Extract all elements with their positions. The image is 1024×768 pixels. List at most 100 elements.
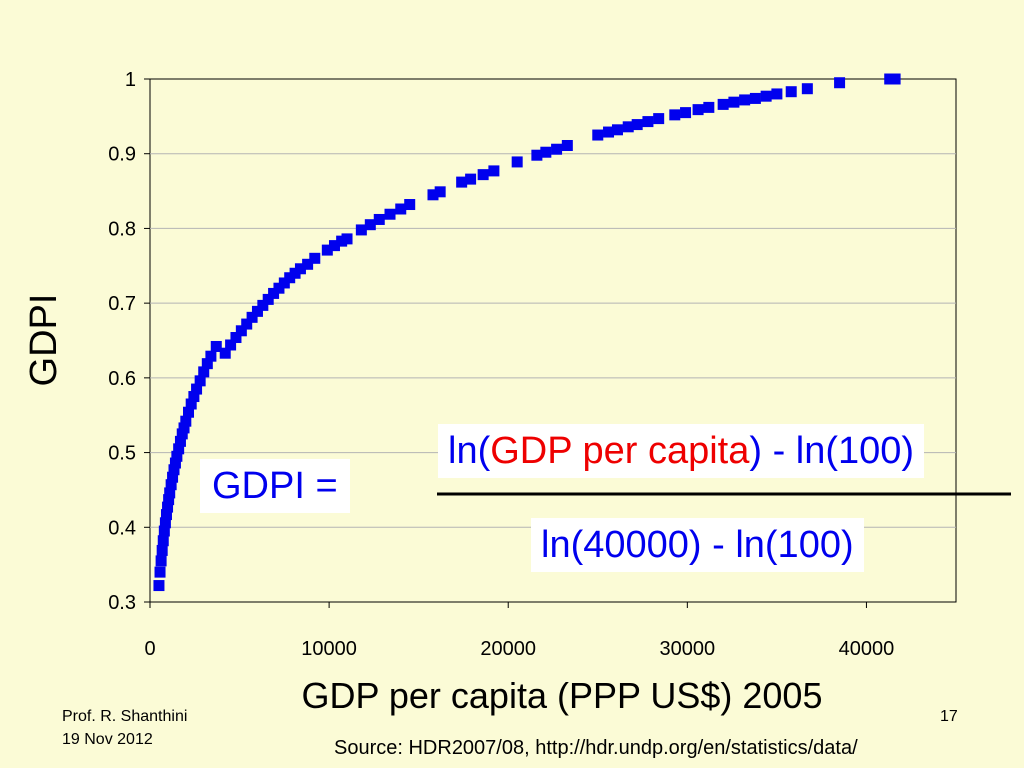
numerator-var-per-capita: per capita xyxy=(582,430,750,472)
data-point xyxy=(158,525,170,537)
data-point xyxy=(642,116,654,128)
data-point xyxy=(801,83,813,95)
data-point xyxy=(488,165,500,177)
data-point xyxy=(251,305,263,317)
data-point xyxy=(162,501,174,513)
numerator-close: ) - ln(100) xyxy=(749,430,915,472)
data-point xyxy=(395,203,407,215)
numerator-open: ln( xyxy=(448,430,491,472)
data-point xyxy=(210,340,222,352)
x-axis-title: GDP per capita (PPP US$) 2005 xyxy=(302,675,823,716)
data-point xyxy=(230,332,242,344)
data-point xyxy=(456,176,468,188)
data-point xyxy=(551,143,563,155)
formula-numerator: ln(GDP per capita) - ln(100) xyxy=(438,424,925,478)
data-point xyxy=(404,199,416,211)
data-point xyxy=(183,406,195,418)
y-tick-label: 1 xyxy=(125,69,136,91)
data-point xyxy=(225,339,237,351)
data-point xyxy=(373,213,385,225)
data-point xyxy=(173,443,185,455)
x-tick-label: 10000 xyxy=(301,638,357,660)
plot-area xyxy=(149,78,957,603)
data-point xyxy=(241,318,253,330)
data-point xyxy=(653,113,665,125)
data-point xyxy=(355,224,367,236)
data-point xyxy=(728,96,740,108)
data-point xyxy=(174,435,186,447)
data-point xyxy=(160,509,172,521)
data-points xyxy=(153,73,901,592)
data-point xyxy=(622,121,634,133)
data-point xyxy=(592,129,604,141)
data-point xyxy=(171,450,183,462)
data-point xyxy=(631,119,643,131)
data-point xyxy=(511,156,523,168)
data-point xyxy=(540,146,552,158)
data-point xyxy=(739,94,751,106)
data-point xyxy=(427,189,439,201)
data-point xyxy=(477,169,489,181)
data-point xyxy=(889,73,901,85)
y-tick-label: 0.9 xyxy=(108,144,136,166)
data-point xyxy=(167,471,179,483)
data-point xyxy=(168,464,180,476)
data-point xyxy=(328,240,340,252)
footer-date: 19 Nov 2012 xyxy=(62,731,153,748)
data-point xyxy=(717,98,729,110)
data-point xyxy=(384,208,396,220)
source-note: Source: HDR2007/08, http://hdr.undp.org/… xyxy=(334,737,858,759)
page-number: 17 xyxy=(940,708,958,725)
x-tick-label: 30000 xyxy=(660,638,716,660)
data-point xyxy=(219,347,231,359)
data-point xyxy=(302,258,314,270)
data-point xyxy=(531,149,543,161)
data-point xyxy=(364,219,376,231)
data-point xyxy=(194,375,206,387)
data-point xyxy=(165,479,177,491)
data-point xyxy=(749,92,761,104)
data-point xyxy=(834,77,846,89)
data-point xyxy=(191,383,203,395)
data-point xyxy=(257,299,269,311)
data-point xyxy=(321,244,333,256)
data-point xyxy=(309,252,321,264)
data-point xyxy=(163,494,175,506)
axes: 0.3 0.4 0.5 0.6 0.7 0.8 0.9 1 0 10000 20000 30000 40… xyxy=(108,69,894,660)
data-point xyxy=(771,88,783,100)
y-tick-label: 0.3 xyxy=(108,592,136,614)
x-tick-label: 20000 xyxy=(480,638,536,660)
data-point xyxy=(669,109,681,121)
data-point xyxy=(760,90,772,102)
formula-denominator: ln(40000) - ln(100) xyxy=(531,518,864,572)
data-point xyxy=(465,173,477,185)
y-tick-label: 0.6 xyxy=(108,368,136,390)
data-point xyxy=(159,517,171,529)
data-point xyxy=(201,358,213,370)
data-point xyxy=(680,107,692,119)
data-point xyxy=(156,544,168,556)
data-point xyxy=(611,124,623,136)
data-point xyxy=(155,555,167,567)
y-tick-label: 0.7 xyxy=(108,293,136,315)
formula-lhs-text: GDPI = xyxy=(212,465,338,507)
data-point xyxy=(341,233,353,245)
numerator-var-gdp: GDP xyxy=(490,430,572,472)
data-point xyxy=(153,580,165,592)
x-tick-label: 0 xyxy=(144,638,155,660)
data-point xyxy=(176,428,188,440)
data-point xyxy=(164,487,176,499)
y-tick-label: 0.4 xyxy=(108,517,136,539)
denominator-text: ln(40000) - ln(100) xyxy=(541,524,854,566)
data-point xyxy=(703,101,715,113)
y-tick-label: 0.8 xyxy=(108,218,136,240)
y-axis-title: GDPI xyxy=(23,294,65,387)
data-point xyxy=(262,293,274,305)
data-point xyxy=(188,391,200,403)
data-point xyxy=(205,350,217,362)
footer-author: Prof. R. Shanthini xyxy=(62,708,188,725)
data-point xyxy=(785,86,797,98)
data-point xyxy=(154,566,166,578)
data-point xyxy=(246,311,258,323)
